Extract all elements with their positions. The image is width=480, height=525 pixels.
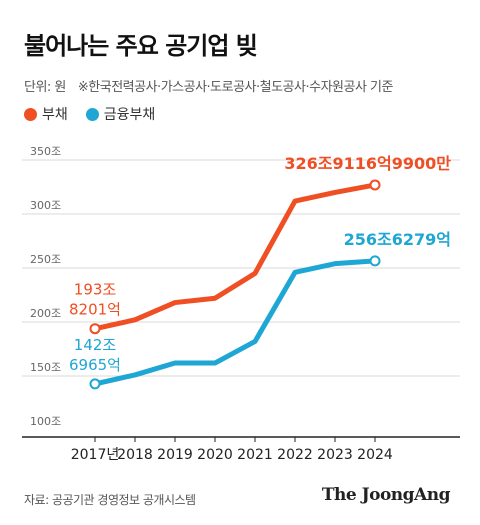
- data-point-financial-debt: [369, 255, 381, 267]
- y-tick-label: 150조: [30, 361, 61, 374]
- data-label-end-debt: 326조9116억9900만: [284, 154, 451, 173]
- legend-marker-financial-debt: [85, 107, 99, 121]
- legend-label-debt: 부채: [42, 107, 68, 123]
- unit-label: 단위: 원: [24, 80, 66, 95]
- y-tick-label: 250조: [30, 253, 61, 266]
- x-tick-label: 2017년: [71, 447, 120, 463]
- source-note: 자료: 공공기관 경영정보 공개시스템: [24, 493, 196, 507]
- series-line-debt: [92, 182, 378, 332]
- data-label-start-debt: 193조: [74, 281, 117, 299]
- x-tick-label: 2021: [237, 447, 273, 463]
- x-tick-label: 2024: [357, 447, 393, 463]
- legend-item-financial-debt: 금융부채: [85, 104, 156, 124]
- y-tick-label: 350조: [30, 145, 61, 158]
- publisher-logo: The JoongAng: [321, 485, 451, 505]
- data-label-start-debt: 8201억: [69, 301, 121, 319]
- basis-note: ※한국전력공사·가스공사·도로공사·철도공사·수자원공사 기준: [77, 80, 394, 95]
- y-tick-label: 100조: [30, 415, 61, 428]
- legend-label-financial-debt: 금융부채: [103, 107, 156, 123]
- y-tick-label: 300조: [30, 199, 61, 212]
- data-point-debt: [89, 323, 101, 335]
- legend-marker-debt: [24, 107, 37, 121]
- y-tick-label: 200조: [30, 307, 61, 320]
- data-point-debt: [369, 179, 381, 191]
- unit-note: 단위: 원 ※한국전력공사·가스공사·도로공사·철도공사·수자원공사 기준: [24, 76, 393, 95]
- series-line-financial-debt: [92, 258, 378, 387]
- chart-title: 불어나는 주요 공기업 빚: [24, 32, 258, 60]
- legend: 부채 금융부채: [24, 104, 173, 124]
- data-label-start-financial-debt: 6965억: [69, 356, 121, 374]
- x-tick-label: 2020: [197, 447, 233, 463]
- data-label-start-financial-debt: 142조: [74, 336, 117, 354]
- x-tick-label: 2023: [317, 447, 353, 463]
- data-label-end-financial-debt: 256조6279억: [344, 230, 451, 249]
- data-point-financial-debt: [89, 378, 101, 390]
- legend-item-debt: 부채: [24, 104, 68, 124]
- x-tick-label: 2022: [277, 447, 313, 463]
- x-tick-label: 2018: [117, 447, 153, 463]
- x-tick-label: 2019: [157, 447, 193, 463]
